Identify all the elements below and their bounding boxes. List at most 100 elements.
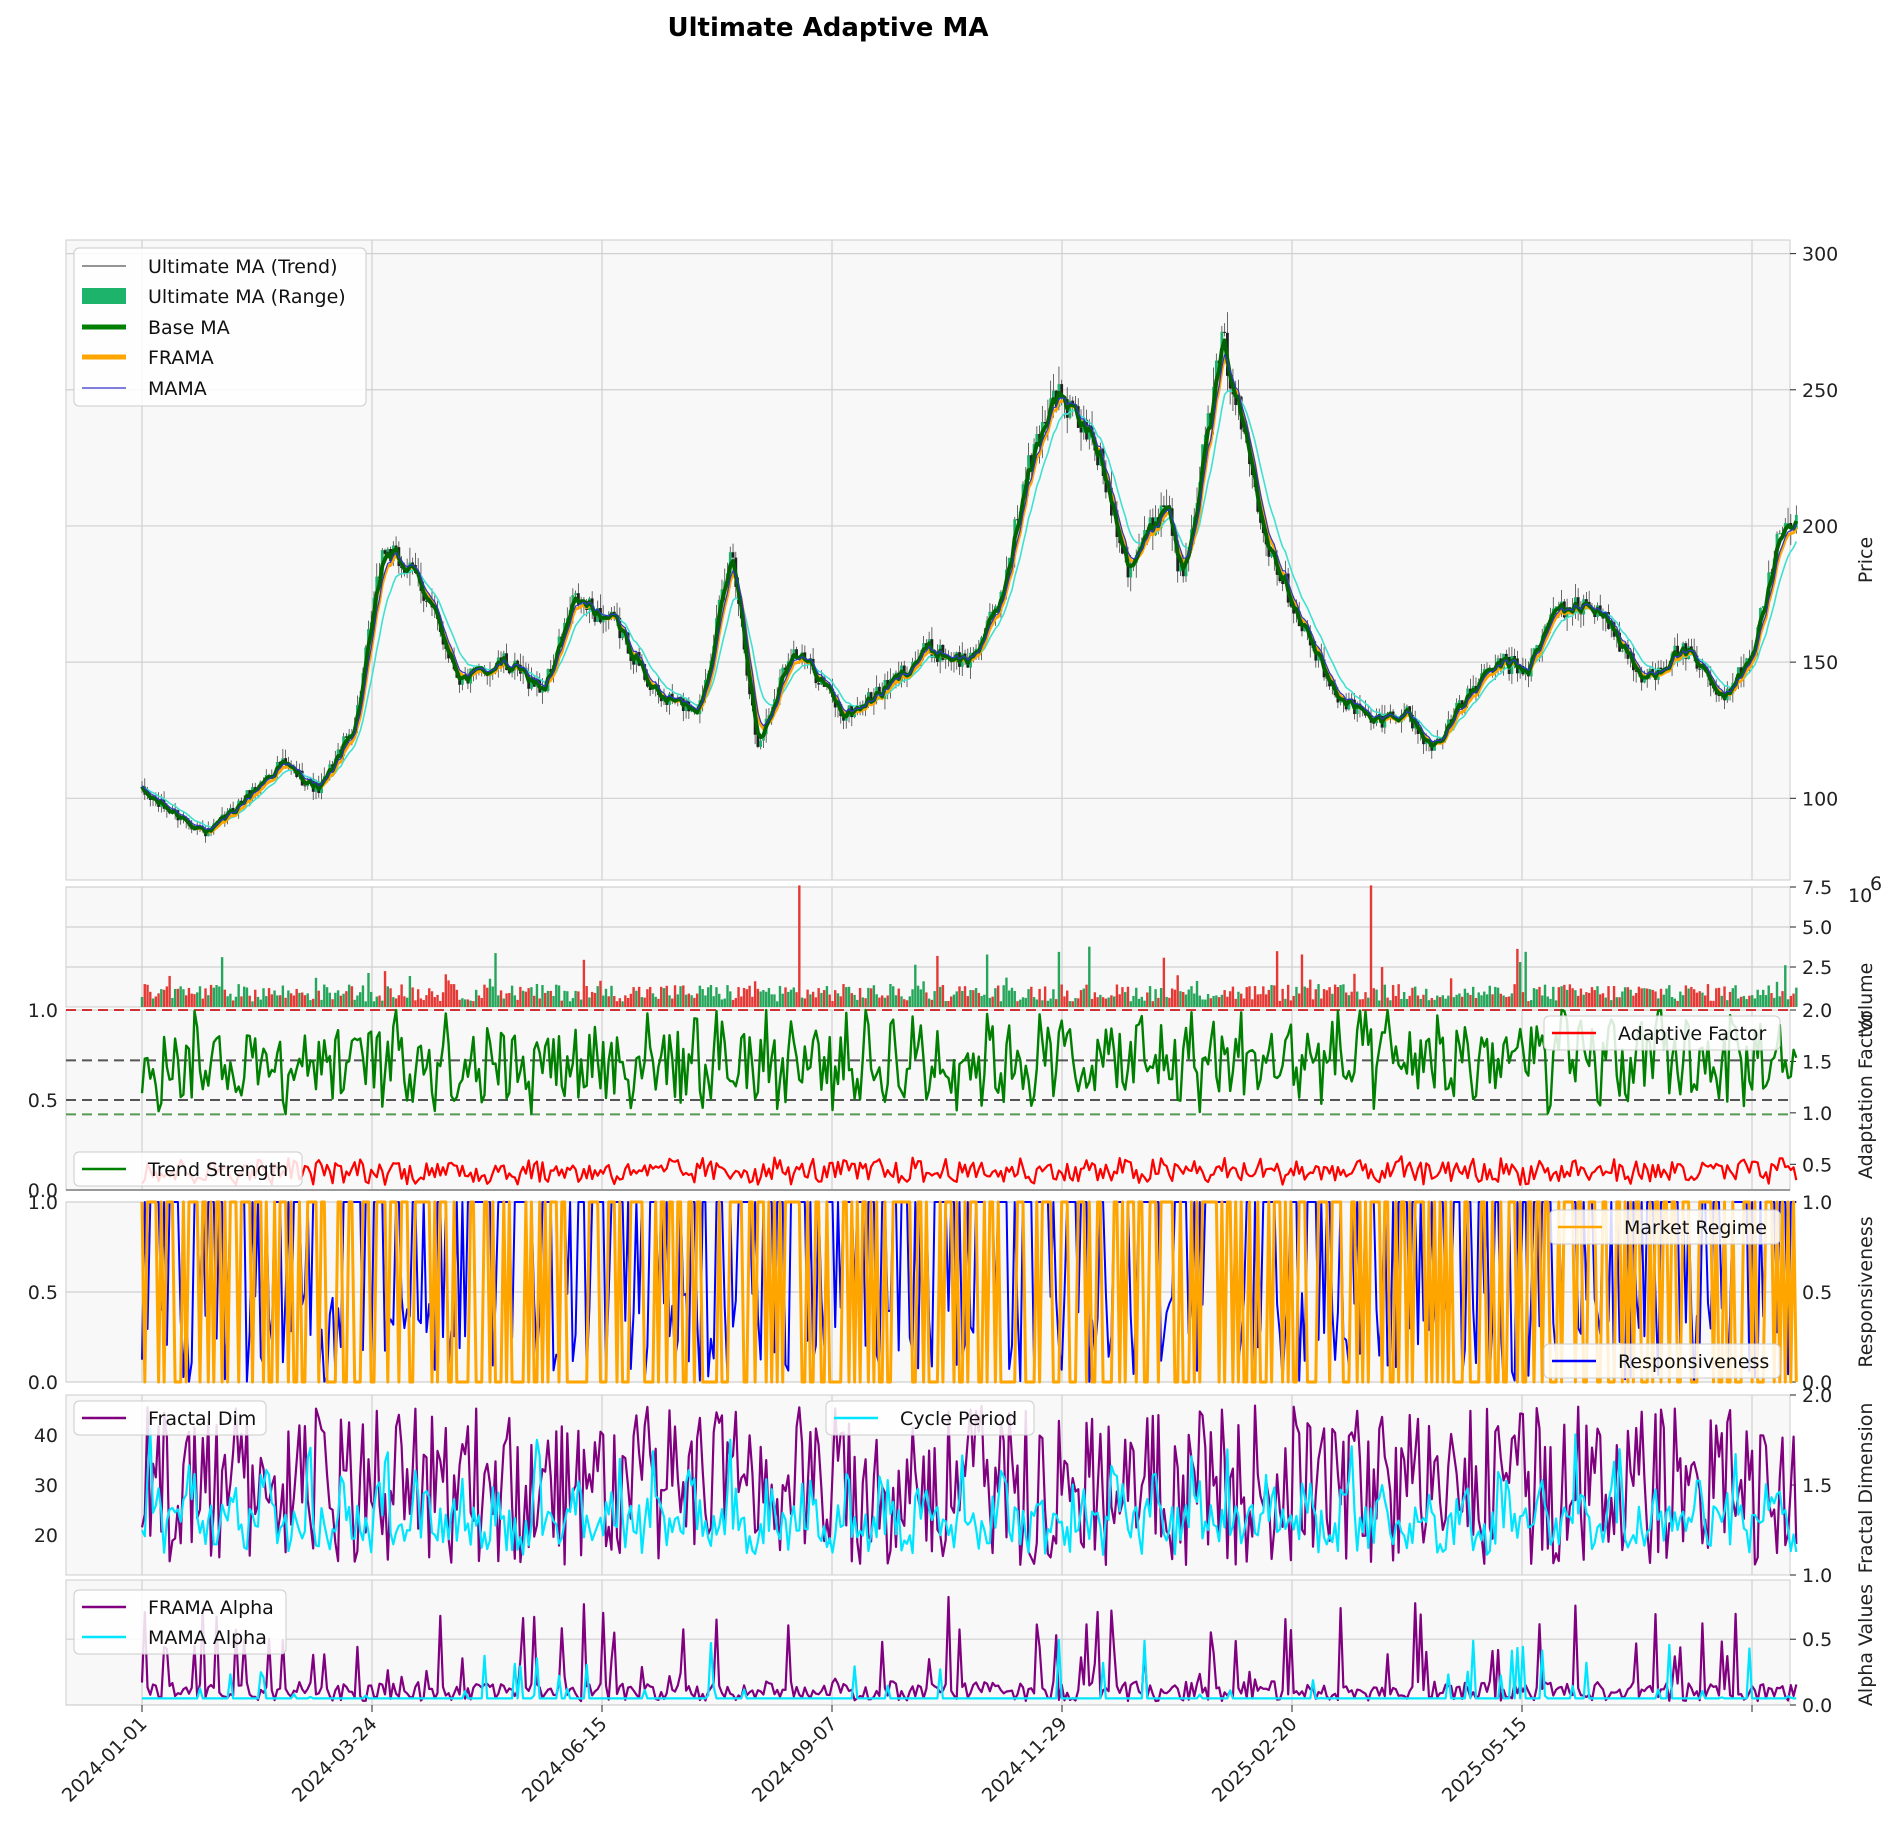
legend-cycle-period-label: Cycle Period xyxy=(900,1408,1017,1430)
volume-bar xyxy=(287,990,290,1007)
price-candle-body xyxy=(1223,331,1227,333)
volume-bar xyxy=(1483,991,1486,1007)
volume-bar xyxy=(1571,988,1574,1007)
volume-bar xyxy=(1706,984,1710,1007)
volume-bar xyxy=(292,995,296,1007)
volume-bar xyxy=(952,994,956,1007)
volume-bar xyxy=(345,991,348,1007)
volume-bar xyxy=(1513,984,1516,1007)
volume-bar xyxy=(1565,989,1569,1007)
legend-base-ma-label: Base MA xyxy=(148,317,230,339)
volume-bar xyxy=(198,986,202,1007)
volume-bar xyxy=(1657,998,1660,1007)
volume-bar xyxy=(1090,998,1094,1007)
volume-bar xyxy=(1466,992,1469,1007)
fractal-legend xyxy=(73,1400,267,1436)
volume-bar xyxy=(1101,997,1105,1007)
price-ytick-label: 150 xyxy=(1802,652,1838,674)
volume-bar xyxy=(1132,995,1135,1007)
volume-bar xyxy=(1612,986,1616,1007)
volume-bar xyxy=(1436,995,1439,1007)
fractal-left-ytick-label: 20 xyxy=(34,1525,58,1547)
volume-bar xyxy=(248,995,251,1007)
price-candle-body xyxy=(1300,626,1304,632)
volume-bar xyxy=(1599,994,1602,1007)
volume-bar xyxy=(1016,1001,1019,1007)
volume-bar xyxy=(1179,991,1182,1007)
price-candle-body xyxy=(344,736,348,738)
volume-bar xyxy=(524,991,528,1007)
volume-bar xyxy=(187,987,191,1007)
volume-bar xyxy=(312,998,315,1007)
volume-bar xyxy=(1538,986,1541,1007)
volume-bar xyxy=(1485,994,1489,1007)
volume-bar xyxy=(419,998,423,1007)
volume-bar xyxy=(530,987,533,1007)
volume-bar xyxy=(776,1001,779,1007)
volume-bar xyxy=(668,995,671,1007)
volume-bar xyxy=(140,996,144,1007)
volume-bar xyxy=(817,988,820,1007)
volume-bar xyxy=(1300,954,1304,1007)
volume-bar xyxy=(1502,995,1505,1007)
volume-bar xyxy=(1320,998,1323,1007)
volume-bar xyxy=(1364,992,1367,1007)
volume-bar xyxy=(1146,992,1149,1007)
legend-adaptive-factor-label: Adaptive Factor xyxy=(1618,1023,1766,1045)
volume-bar xyxy=(894,995,898,1007)
volume-bar xyxy=(1339,985,1342,1007)
volume-bar xyxy=(425,995,428,1007)
volume-bar xyxy=(1184,994,1188,1007)
volume-bar xyxy=(552,996,555,1007)
price-candle-body xyxy=(1206,413,1210,435)
volume-bar xyxy=(950,996,953,1007)
volume-bar xyxy=(1739,996,1743,1007)
volume-bar xyxy=(1311,999,1315,1007)
volume-bar xyxy=(814,997,818,1007)
volume-bar xyxy=(1681,995,1685,1007)
volume-bar xyxy=(889,983,892,1007)
volume-bar xyxy=(883,997,887,1007)
volume-bar xyxy=(936,955,939,1007)
volume-bar xyxy=(1576,995,1580,1007)
volume-bar xyxy=(1088,946,1091,1007)
alpha-legend xyxy=(73,1589,287,1655)
volume-bar xyxy=(1333,984,1337,1007)
volume-bar xyxy=(880,995,884,1007)
volume-bar xyxy=(1110,995,1113,1007)
volume-bar xyxy=(218,986,221,1007)
volume-bar xyxy=(549,990,552,1007)
volume-bar xyxy=(278,995,282,1007)
volume-bar xyxy=(1472,986,1475,1007)
volume-bar xyxy=(590,991,594,1007)
volume-scale-label: 10 xyxy=(1848,885,1872,907)
responsiveness-right-ytick-label: 0.5 xyxy=(1802,1282,1832,1304)
volume-bar xyxy=(767,987,771,1007)
volume-bar xyxy=(1093,992,1097,1007)
price-candle-body xyxy=(1281,581,1285,585)
volume-bar xyxy=(1303,986,1306,1007)
volume-bar xyxy=(864,998,867,1007)
volume-bar xyxy=(903,999,906,1007)
volume-bar xyxy=(1096,997,1099,1007)
volume-bar xyxy=(798,885,801,1007)
volume-bar xyxy=(1516,948,1519,1007)
volume-bar xyxy=(1618,997,1621,1007)
volume-bar xyxy=(916,985,920,1007)
volume-bar xyxy=(654,996,657,1007)
volume-bar xyxy=(555,984,558,1007)
volume-bar xyxy=(1416,995,1420,1007)
volume-bar xyxy=(392,997,395,1007)
volume-bar xyxy=(494,953,497,1007)
volume-ytick-label: 2.5 xyxy=(1802,957,1832,979)
volume-bar xyxy=(1314,989,1317,1007)
volume-bar xyxy=(516,999,519,1007)
volume-bar xyxy=(1112,996,1116,1007)
volume-bar xyxy=(914,964,917,1007)
volume-bar xyxy=(618,998,621,1007)
volume-bar xyxy=(693,997,696,1007)
volume-bar xyxy=(309,1000,312,1007)
volume-bar xyxy=(1237,991,1240,1007)
volume-bar xyxy=(585,985,588,1007)
volume-bar xyxy=(715,987,718,1007)
